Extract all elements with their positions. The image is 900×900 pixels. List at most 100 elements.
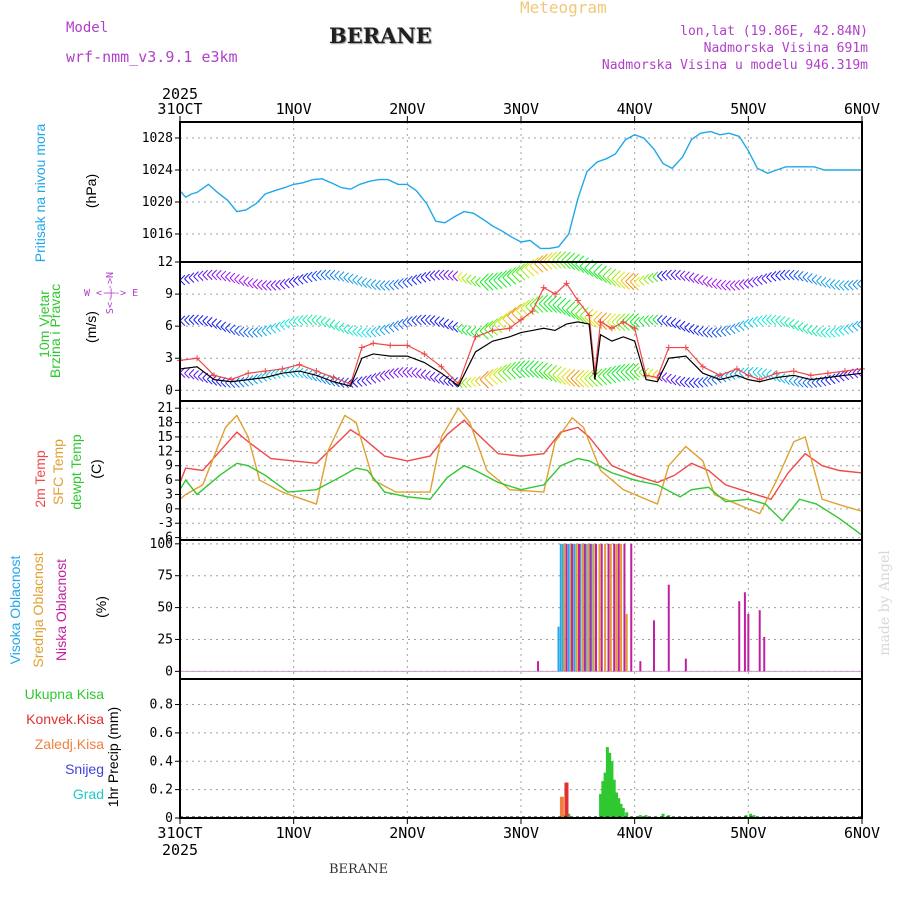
- wind-barb: [734, 326, 740, 333]
- wind-barb: [447, 270, 454, 276]
- wind-barb: [229, 329, 236, 335]
- x-tick-label-bottom: 6NOV: [844, 824, 880, 842]
- wind-barb: [384, 285, 390, 291]
- wind-barb: [347, 273, 354, 280]
- wind-barb: [570, 303, 580, 313]
- wind-barb: [829, 378, 836, 384]
- wind-barb: [288, 366, 295, 373]
- x-tick-label-top: 31OCT: [157, 100, 202, 118]
- wind-barb: [684, 377, 690, 383]
- precip-total-bar: [567, 813, 571, 818]
- wind-barb: [670, 317, 677, 324]
- wind-barb: [225, 327, 231, 334]
- wind-barb: [852, 279, 859, 286]
- wind-gust-marker: [597, 318, 604, 325]
- wind-barb: [206, 274, 213, 281]
- wind-barb: [766, 314, 772, 321]
- wind-barb: [306, 374, 313, 381]
- y-tick-label: 9: [165, 287, 173, 302]
- wind-barb: [761, 278, 768, 284]
- wind-barb: [388, 284, 395, 291]
- wind-barb: [452, 326, 459, 333]
- wind-barb: [193, 314, 199, 321]
- panel-frame: [179, 400, 863, 541]
- wind-barb: [629, 313, 639, 323]
- wind-barb: [234, 274, 240, 280]
- wind-barb: [797, 377, 804, 383]
- wind-barb: [752, 275, 759, 282]
- wind-barb: [784, 317, 790, 324]
- wind-barb: [525, 297, 535, 307]
- wind-barb: [775, 275, 781, 281]
- wind-barb: [343, 323, 349, 330]
- wind-barb: [788, 375, 795, 382]
- wind-barb: [670, 269, 677, 276]
- cloud-low-bar: [617, 543, 620, 672]
- wind-barb: [625, 281, 635, 291]
- wind-barb: [734, 321, 740, 328]
- wind-barb: [834, 284, 840, 291]
- wind-barb: [475, 380, 481, 387]
- wind-barb: [675, 269, 681, 276]
- wind-barb: [188, 277, 195, 283]
- wind-barb: [652, 271, 659, 278]
- wind-barb: [793, 320, 800, 327]
- wind-barb: [707, 380, 713, 386]
- wind-barb: [638, 280, 645, 286]
- wind-barb: [643, 319, 650, 326]
- wind-barb: [557, 306, 567, 316]
- y-tick-label: 12: [157, 444, 173, 459]
- wind-barb: [216, 324, 222, 331]
- wind-barb: [638, 372, 645, 378]
- wind-barb: [261, 285, 268, 291]
- wind-barb: [184, 372, 190, 379]
- wind-barb: [738, 320, 745, 326]
- wind-barb: [193, 370, 199, 376]
- wind-barb: [220, 381, 227, 388]
- wind-barb: [370, 373, 377, 379]
- cloud-low-bar: [589, 543, 592, 672]
- wind-barb: [752, 280, 759, 287]
- x-tick-label-bottom: 5NOV: [730, 824, 766, 842]
- wind-barb: [802, 276, 809, 283]
- wind-barb: [802, 323, 809, 330]
- wind-barb: [493, 271, 503, 281]
- wind-barb: [616, 271, 626, 281]
- wind-barb: [356, 326, 363, 333]
- wind-barb: [425, 319, 431, 326]
- wind-barb: [256, 331, 263, 338]
- wind-barb: [370, 279, 377, 286]
- cloud-mid-bar: [620, 543, 623, 672]
- wind-barb: [416, 368, 422, 374]
- wind-barb: [575, 370, 585, 380]
- temp-dew-line: [179, 457, 863, 536]
- y-tick-label: 15: [157, 430, 173, 445]
- wind-barb: [570, 311, 580, 321]
- wind-barb: [829, 279, 836, 285]
- wind-barb: [188, 314, 195, 321]
- x-tick-label-top: 5NOV: [730, 100, 766, 118]
- wind-gust-marker: [665, 344, 672, 351]
- wind-barb: [393, 320, 399, 326]
- wind-barb: [475, 332, 481, 338]
- wind-barb: [797, 275, 804, 282]
- precip-total-bar: [612, 779, 616, 818]
- wind-barb: [393, 279, 399, 285]
- wind-barb: [293, 280, 299, 286]
- wind-barb: [275, 279, 281, 286]
- wind-barb: [411, 315, 418, 321]
- wind-barb: [507, 370, 517, 380]
- wind-barb: [484, 328, 494, 338]
- wind-gust-marker: [313, 368, 320, 375]
- wind-barb: [538, 370, 548, 381]
- wind-barb: [811, 330, 818, 337]
- wind-barb: [197, 319, 204, 326]
- wind-gust-marker: [370, 340, 377, 347]
- wind-barb: [306, 369, 313, 376]
- wind-barb: [366, 379, 372, 385]
- wind-barb: [720, 279, 727, 286]
- wind-barb: [388, 373, 395, 379]
- wind-barb: [479, 370, 489, 380]
- precip-label-konvek: Konvek.Kisa: [26, 711, 104, 727]
- wind-barb: [788, 269, 795, 276]
